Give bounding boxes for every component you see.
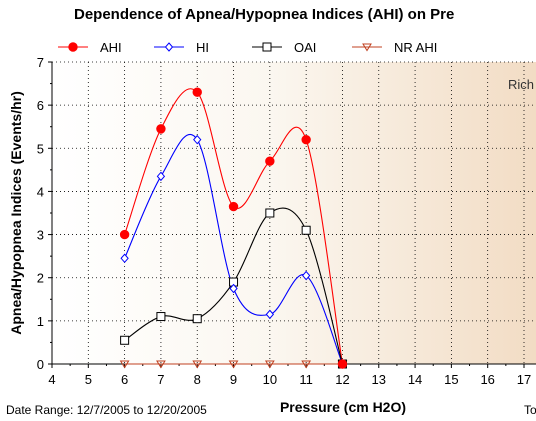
legend-marker-ahi: [68, 42, 78, 52]
data-point-oai: [156, 312, 166, 322]
x-tick-label: 10: [263, 372, 277, 387]
x-tick-label: 11: [299, 372, 313, 387]
data-point-hi: [120, 253, 129, 264]
y-tick-label: 1: [37, 314, 44, 329]
data-point-nr-ahi: [301, 360, 312, 369]
chart-title: Dependence of Apnea/Hypopnea Indices (AH…: [74, 6, 455, 23]
legend-marker-hi: [164, 42, 174, 52]
data-point-nr-ahi: [156, 360, 166, 369]
footer-right-text: To: [524, 403, 536, 417]
x-tick-label: 4: [48, 372, 55, 387]
legend-label-ahi: AHI: [100, 40, 122, 55]
y-axis-label: Apnea/Hypopnea Indices (Events/hr): [8, 91, 24, 335]
x-tick-label: 5: [85, 372, 92, 387]
x-tick-label: 16: [480, 372, 494, 387]
x-tick-label: 9: [230, 372, 237, 387]
data-point-hi: [156, 171, 166, 182]
data-point-ahi: [119, 229, 130, 240]
y-tick-label: 5: [37, 141, 44, 156]
data-point-hi: [265, 309, 275, 320]
x-tick-label: 14: [408, 372, 422, 387]
x-tick-label: 8: [194, 372, 201, 387]
data-point-nr-ahi: [192, 360, 203, 369]
data-point-ahi: [192, 87, 202, 97]
data-point-nr-ahi: [228, 360, 239, 369]
legend-label-nr-ahi: NR AHI: [394, 40, 437, 55]
grid-lines: [52, 61, 536, 364]
y-tick-label: 2: [37, 271, 44, 286]
series-markers: [119, 87, 348, 369]
x-tick-label: 12: [335, 372, 349, 387]
legend-label-oai: OAI: [294, 40, 316, 55]
data-point-ahi: [337, 359, 348, 369]
data-point-oai: [192, 314, 202, 324]
data-point-ahi: [301, 134, 311, 145]
x-tick-label: 17: [517, 372, 531, 387]
y-tick-label: 3: [37, 228, 44, 243]
y-tick-label: 0: [37, 357, 44, 372]
date-range-text: Date Range: 12/7/2005 to 12/20/2005: [6, 403, 207, 417]
legend-label-hi: HI: [196, 40, 209, 55]
y-tick-label: 4: [37, 184, 44, 199]
data-point-oai: [301, 225, 311, 235]
data-point-ahi: [156, 124, 166, 134]
data-point-nr-ahi: [264, 360, 275, 369]
data-point-ahi: [265, 156, 275, 166]
data-point-hi: [229, 283, 238, 294]
x-tick-label: 7: [157, 372, 164, 387]
x-tick-label: 13: [372, 372, 386, 387]
data-point-hi: [193, 134, 202, 145]
legend-marker-nr-ahi: [362, 43, 372, 52]
x-tick-label: 6: [121, 372, 128, 387]
x-tick-label: 15: [444, 372, 458, 387]
annotation-text: Rich: [508, 77, 534, 92]
data-point-hi: [301, 270, 311, 281]
legend-marker-oai: [262, 42, 272, 52]
data-point-nr-ahi: [119, 360, 130, 369]
data-point-ahi: [228, 201, 239, 212]
y-tick-label: 7: [37, 55, 44, 70]
data-point-oai: [120, 335, 130, 345]
data-point-oai: [265, 208, 275, 218]
legend: AHI HI OAI NR AHI: [58, 40, 437, 55]
x-axis-label: Pressure (cm H2O): [280, 399, 406, 415]
y-tick-label: 6: [37, 98, 44, 113]
